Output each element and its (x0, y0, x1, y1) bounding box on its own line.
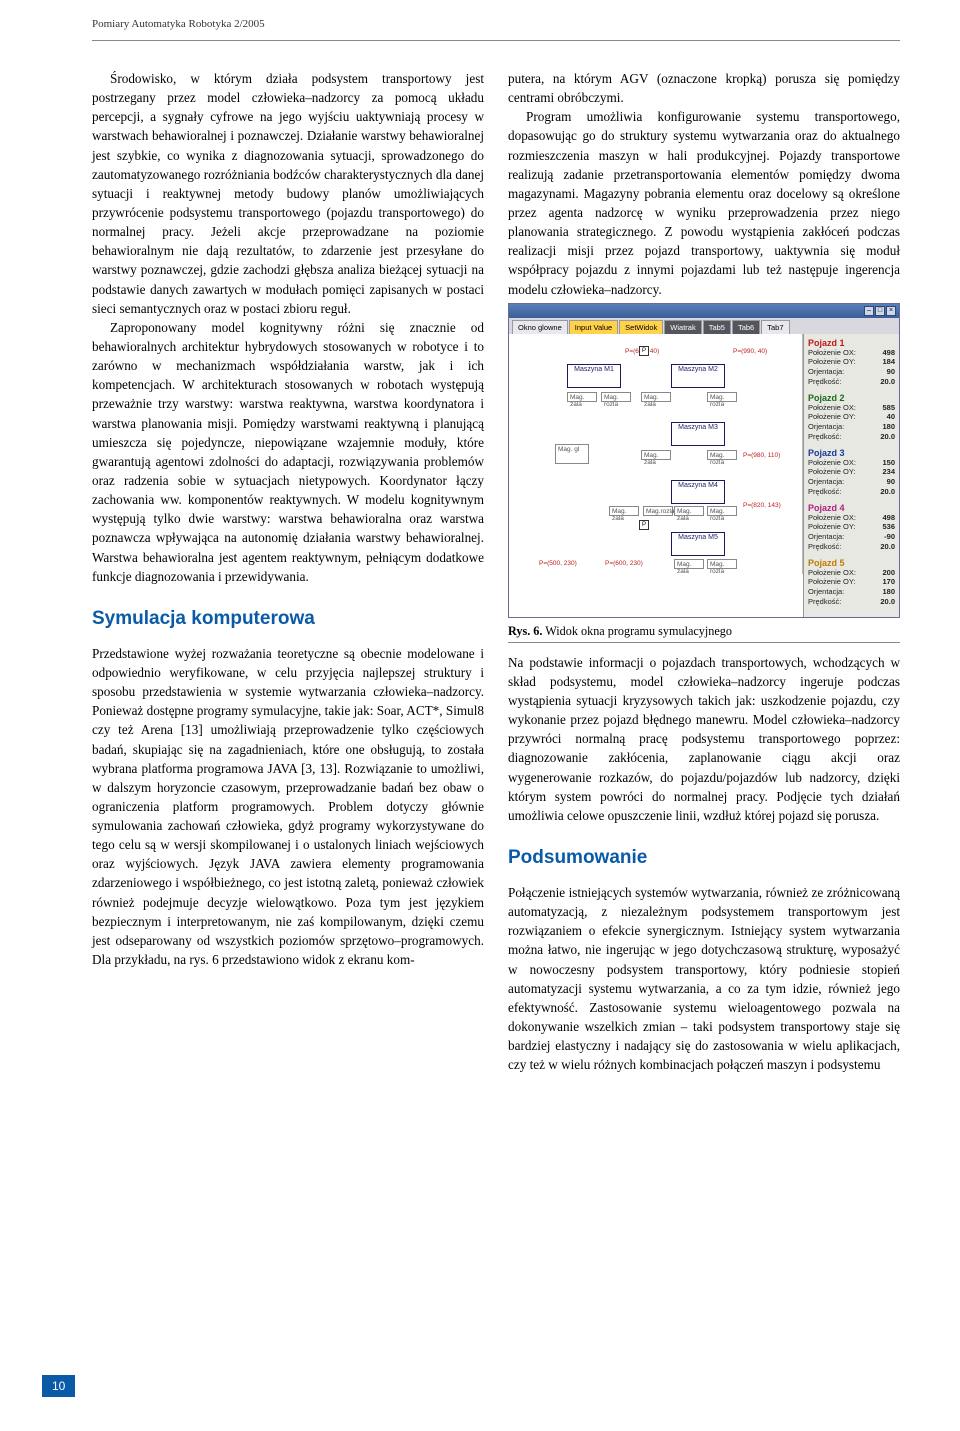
tab-setwidok[interactable]: SetWidok (619, 320, 663, 334)
p-node: P (639, 520, 649, 530)
sim-tabs: Okno glowne Input Value SetWidok Wiatrak… (509, 318, 899, 334)
machine-box: Maszyna M5 (671, 532, 725, 556)
machine-box: Maszyna M2 (671, 364, 725, 388)
page-number: 10 (42, 1375, 75, 1397)
right-column: putera, na którym AGV (oznaczone kropką)… (508, 69, 900, 1074)
vehicle-row: Położenie OX:498 (808, 348, 895, 358)
tab-7[interactable]: Tab7 (761, 320, 789, 334)
left-p3: Przedstawione wyżej rozważania teoretycz… (92, 644, 484, 969)
section-heading-simulation: Symulacja komputerowa (92, 608, 484, 630)
tab-main[interactable]: Okno glowne (512, 320, 568, 334)
magazine-box: Mag. zala (674, 506, 704, 516)
minimize-icon[interactable]: – (864, 306, 874, 316)
vehicle-row: Orjentacja:90 (808, 367, 895, 377)
vehicle-row: Położenie OY:170 (808, 577, 895, 587)
sim-body: Maszyna M1 Maszyna M2 Maszyna M3 Maszyna M4… (509, 334, 899, 617)
vehicle-row: Położenie OX:585 (808, 403, 895, 413)
journal-header: Pomiary Automatyka Robotyka 2/2005 (0, 0, 960, 36)
figure-number: Rys. 6. (508, 624, 542, 638)
coord-label: P=(990, 40) (733, 348, 767, 355)
right-p4: Połączenie istniejących systemów wytwarz… (508, 883, 900, 1074)
sim-side-panel: Pojazd 1Położenie OX:498Położenie OY:184… (803, 334, 899, 617)
figure-caption: Rys. 6. Widok okna programu symulacyjneg… (508, 624, 900, 643)
figure-6: – □ × Okno glowne Input Value SetWidok W… (508, 303, 900, 643)
vehicle-row: Położenie OY:40 (808, 412, 895, 422)
tab-5[interactable]: Tab5 (703, 320, 731, 334)
machine-box: Maszyna M3 (671, 422, 725, 446)
magazine-box: Mag. rozla (707, 506, 737, 516)
right-p2: Program umożliwia konfigurowanie systemu… (508, 107, 900, 298)
right-p1: putera, na którym AGV (oznaczone kropką)… (508, 69, 900, 107)
vehicle-row: Położenie OY:184 (808, 357, 895, 367)
coord-label: P=(500, 230) (539, 560, 577, 567)
left-column: Środowisko, w którym działa podsystem tr… (92, 69, 484, 1074)
magazine-box: Mag. zala (567, 392, 597, 402)
figure-caption-text: Widok okna programu symulacyjnego (545, 624, 732, 638)
magazine-box: Mag. rozla (707, 559, 737, 569)
section-heading-summary: Podsumowanie (508, 847, 900, 869)
vehicle-row: Prędkość:20.0 (808, 377, 895, 387)
titlebar-buttons: – □ × (864, 306, 896, 316)
machine-box: Maszyna M1 (567, 364, 621, 388)
magazine-box: Mag. rozla (707, 392, 737, 402)
vehicle-row: Orjentacja:-90 (808, 532, 895, 542)
vehicle-row: Położenie OX:150 (808, 458, 895, 468)
coord-label: P=(980, 110) (743, 452, 780, 459)
vehicle-row: Prędkość:20.0 (808, 597, 895, 607)
left-p2: Zaproponowany model kognitywny różni się… (92, 318, 484, 586)
sim-canvas: Maszyna M1 Maszyna M2 Maszyna M3 Maszyna M4… (509, 334, 803, 574)
vehicle-row: Położenie OX:498 (808, 513, 895, 523)
vehicle-block: Pojazd 4Położenie OX:498Położenie OY:536… (808, 503, 895, 552)
vehicle-row: Prędkość:20.0 (808, 542, 895, 552)
machine-box: Maszyna M4 (671, 480, 725, 504)
magazine-box: Mag. gl (555, 444, 589, 464)
magazine-box: Mag. zala (674, 559, 704, 569)
maximize-icon[interactable]: □ (875, 306, 885, 316)
vehicle-title: Pojazd 4 (808, 503, 895, 513)
vehicle-row: Prędkość:20.0 (808, 487, 895, 497)
magazine-box: Mag. zala (641, 450, 671, 460)
sim-titlebar: – □ × (509, 304, 899, 318)
tab-6[interactable]: Tab6 (732, 320, 760, 334)
magazine-box: Mag. rozla (707, 450, 737, 460)
two-column-content: Środowisko, w którym działa podsystem tr… (0, 41, 960, 1094)
coord-label: P=(600, 230) (605, 560, 643, 567)
left-p1: Środowisko, w którym działa podsystem tr… (92, 69, 484, 318)
vehicle-row: Położenie OY:536 (808, 522, 895, 532)
close-icon[interactable]: × (886, 306, 896, 316)
vehicle-title: Pojazd 2 (808, 393, 895, 403)
vehicle-row: Orjentacja:90 (808, 477, 895, 487)
tab-wiatrak[interactable]: Wiatrak (664, 320, 701, 334)
sim-window: – □ × Okno glowne Input Value SetWidok W… (508, 303, 900, 618)
vehicle-title: Pojazd 5 (808, 558, 895, 568)
coord-label: P=(820, 143) (743, 502, 781, 509)
vehicle-block: Pojazd 2Położenie OX:585Położenie OY:40O… (808, 393, 895, 442)
vehicle-block: Pojazd 3Położenie OX:150Położenie OY:234… (808, 448, 895, 497)
vehicle-row: Położenie OX:200 (808, 568, 895, 578)
magazine-box: Mag. rozla (601, 392, 631, 402)
vehicle-row: Orjentacja:180 (808, 422, 895, 432)
vehicle-row: Położenie OY:234 (808, 467, 895, 477)
vehicle-row: Prędkość:20.0 (808, 432, 895, 442)
vehicle-block: Pojazd 5Położenie OX:200Położenie OY:170… (808, 558, 895, 607)
p-node: P (639, 346, 649, 356)
tab-input-value[interactable]: Input Value (569, 320, 618, 334)
vehicle-row: Orjentacja:180 (808, 587, 895, 597)
vehicle-block: Pojazd 1Położenie OX:498Położenie OY:184… (808, 338, 895, 387)
magazine-box: Mag. zala (609, 506, 639, 516)
magazine-box: Mag.rozla (643, 506, 673, 516)
vehicle-title: Pojazd 1 (808, 338, 895, 348)
magazine-box: Mag. zala (641, 392, 671, 402)
right-p3: Na podstawie informacji o pojazdach tran… (508, 653, 900, 825)
vehicle-title: Pojazd 3 (808, 448, 895, 458)
